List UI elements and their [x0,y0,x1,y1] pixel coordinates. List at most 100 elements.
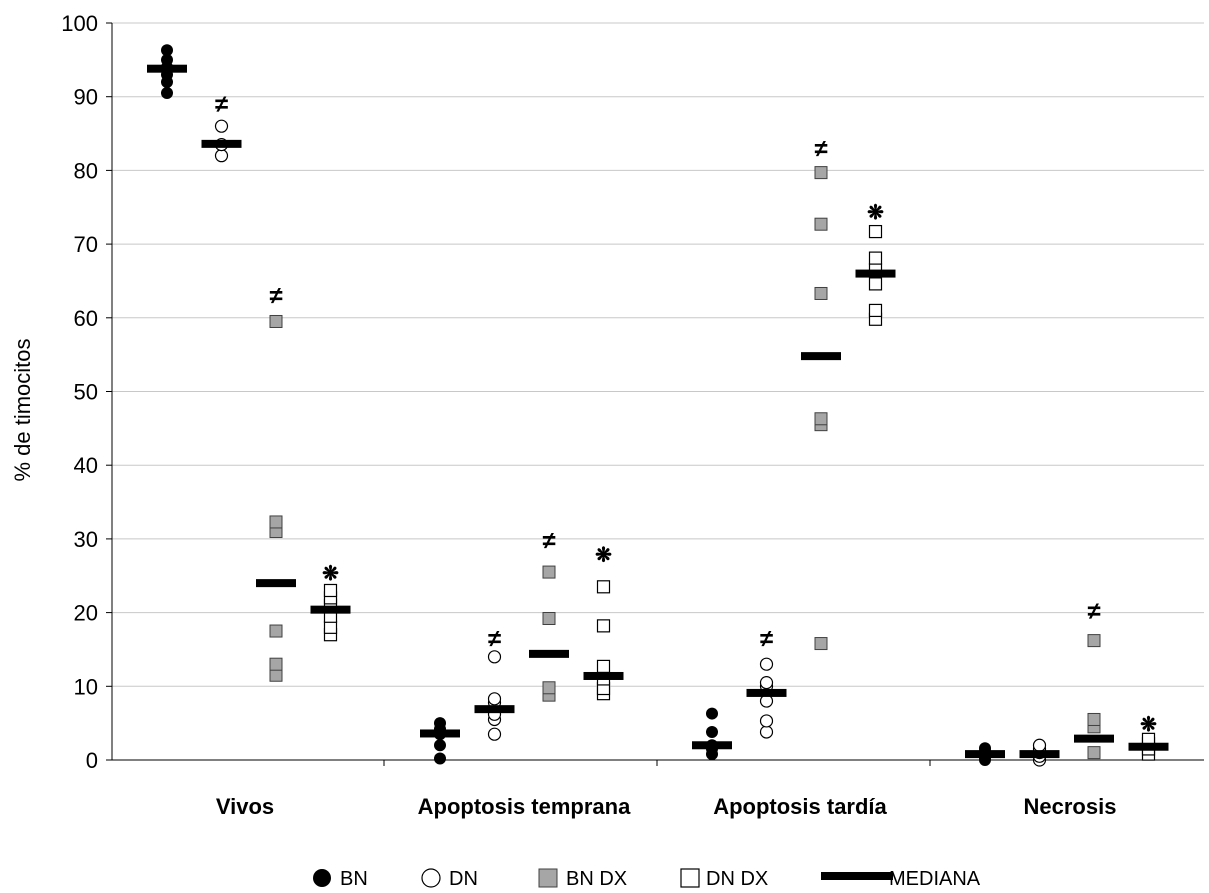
significance-mark: ≠ [269,283,282,310]
y-axis-title: % de timocitos [10,338,35,481]
category-label: Apoptosis temprana [418,794,631,819]
y-tick-label: 50 [74,380,98,405]
legend-label: DN [449,868,478,890]
legend-marker [421,868,441,888]
data-point [161,87,173,100]
y-tick-label: 0 [86,748,98,773]
data-point [814,217,828,231]
data-point [487,692,502,706]
legend-label: BN DX [566,868,627,890]
legend-marker-median [821,872,893,880]
data-point [814,166,828,180]
data-point [542,565,556,579]
legend-label: DN DX [706,868,768,890]
data-point [1032,738,1047,752]
data-point [868,251,883,265]
category-label: Apoptosis tardía [713,794,887,819]
data-point [323,620,338,634]
data-point [323,583,338,598]
median-bar [256,579,296,588]
median-bar [746,688,787,697]
legend-marker [538,868,558,888]
data-point [214,119,229,133]
data-point [434,717,446,730]
data-point [596,659,611,674]
data-point [269,668,283,682]
data-point [542,611,556,625]
y-tick-label: 80 [74,158,98,183]
category-labels: Vivos Apoptosis temprana Apoptosis tardía N… [216,794,1117,819]
data-point [269,624,283,638]
y-tick-label: 10 [74,674,98,699]
median-bar [692,741,732,750]
data-point [542,681,556,695]
y-tick-label: 60 [74,306,98,331]
data-point [269,657,283,671]
significance-mark: ≠ [488,625,501,652]
significance-mark: ≠ [215,91,228,118]
significance-mark: ❋ [322,563,339,585]
y-tick-label: 100 [61,11,98,36]
significance-mark: ≠ [1087,598,1100,625]
data-point [759,714,774,728]
median-bar [201,139,242,148]
median-bar [420,729,460,738]
y-tick-label: 70 [74,232,98,257]
data-point [759,657,774,671]
significance-mark: ≠ [542,527,555,554]
median-bar [1074,734,1114,743]
data-point [596,619,611,633]
legend-label: MEDIANA [889,868,981,890]
data-point [487,727,502,741]
data-point [214,149,229,163]
median-bar [147,64,187,73]
data-point [269,314,283,328]
data-point [487,650,502,664]
data-point [706,707,718,720]
legend-marker [680,868,700,888]
y-tick-label: 90 [74,85,98,110]
median-bar [529,649,569,658]
significance-mark: ❋ [595,545,612,567]
legend-marker [313,869,331,887]
data-point [596,580,611,594]
data-point [868,224,883,239]
y-tick-label: 20 [74,601,98,626]
data-point [269,515,283,529]
median-bars [147,64,1169,759]
data-point [759,676,774,690]
data-point [161,44,173,57]
data-point [814,286,828,300]
data-point [1087,746,1101,760]
data-point [868,277,883,291]
y-tick-labels: 0 10 20 30 40 50 60 70 80 90 100 [61,11,98,773]
median-bar [583,671,624,680]
gridlines [112,22,1204,687]
significance-marks: ≠ ≠ ❋ ≠ ≠ ❋ ≠ ≠ ❋ ≠ ❋ [215,91,1157,736]
data-point [759,725,774,739]
median-bar [855,269,896,278]
category-label: Vivos [216,794,274,819]
y-tick-label: 40 [74,453,98,478]
data-point [161,53,173,66]
legend: BN DN BN DX DN DX MEDIANA [313,868,981,890]
median-bar [1128,742,1169,751]
median-bar [474,705,515,714]
median-bar [965,750,1005,759]
data-point [434,739,446,752]
data-point [814,412,828,426]
significance-mark: ≠ [814,135,827,162]
data-point [1087,712,1101,726]
significance-mark: ❋ [1140,714,1157,736]
category-label: Necrosis [1024,794,1117,819]
data-point [868,303,883,318]
data-points [161,44,1156,767]
data-point [706,725,718,738]
significance-mark: ≠ [760,625,773,652]
y-tick-label: 30 [74,527,98,552]
median-bar [310,605,351,614]
data-point [1087,634,1101,648]
data-point [814,637,828,651]
significance-mark: ❋ [867,202,884,224]
